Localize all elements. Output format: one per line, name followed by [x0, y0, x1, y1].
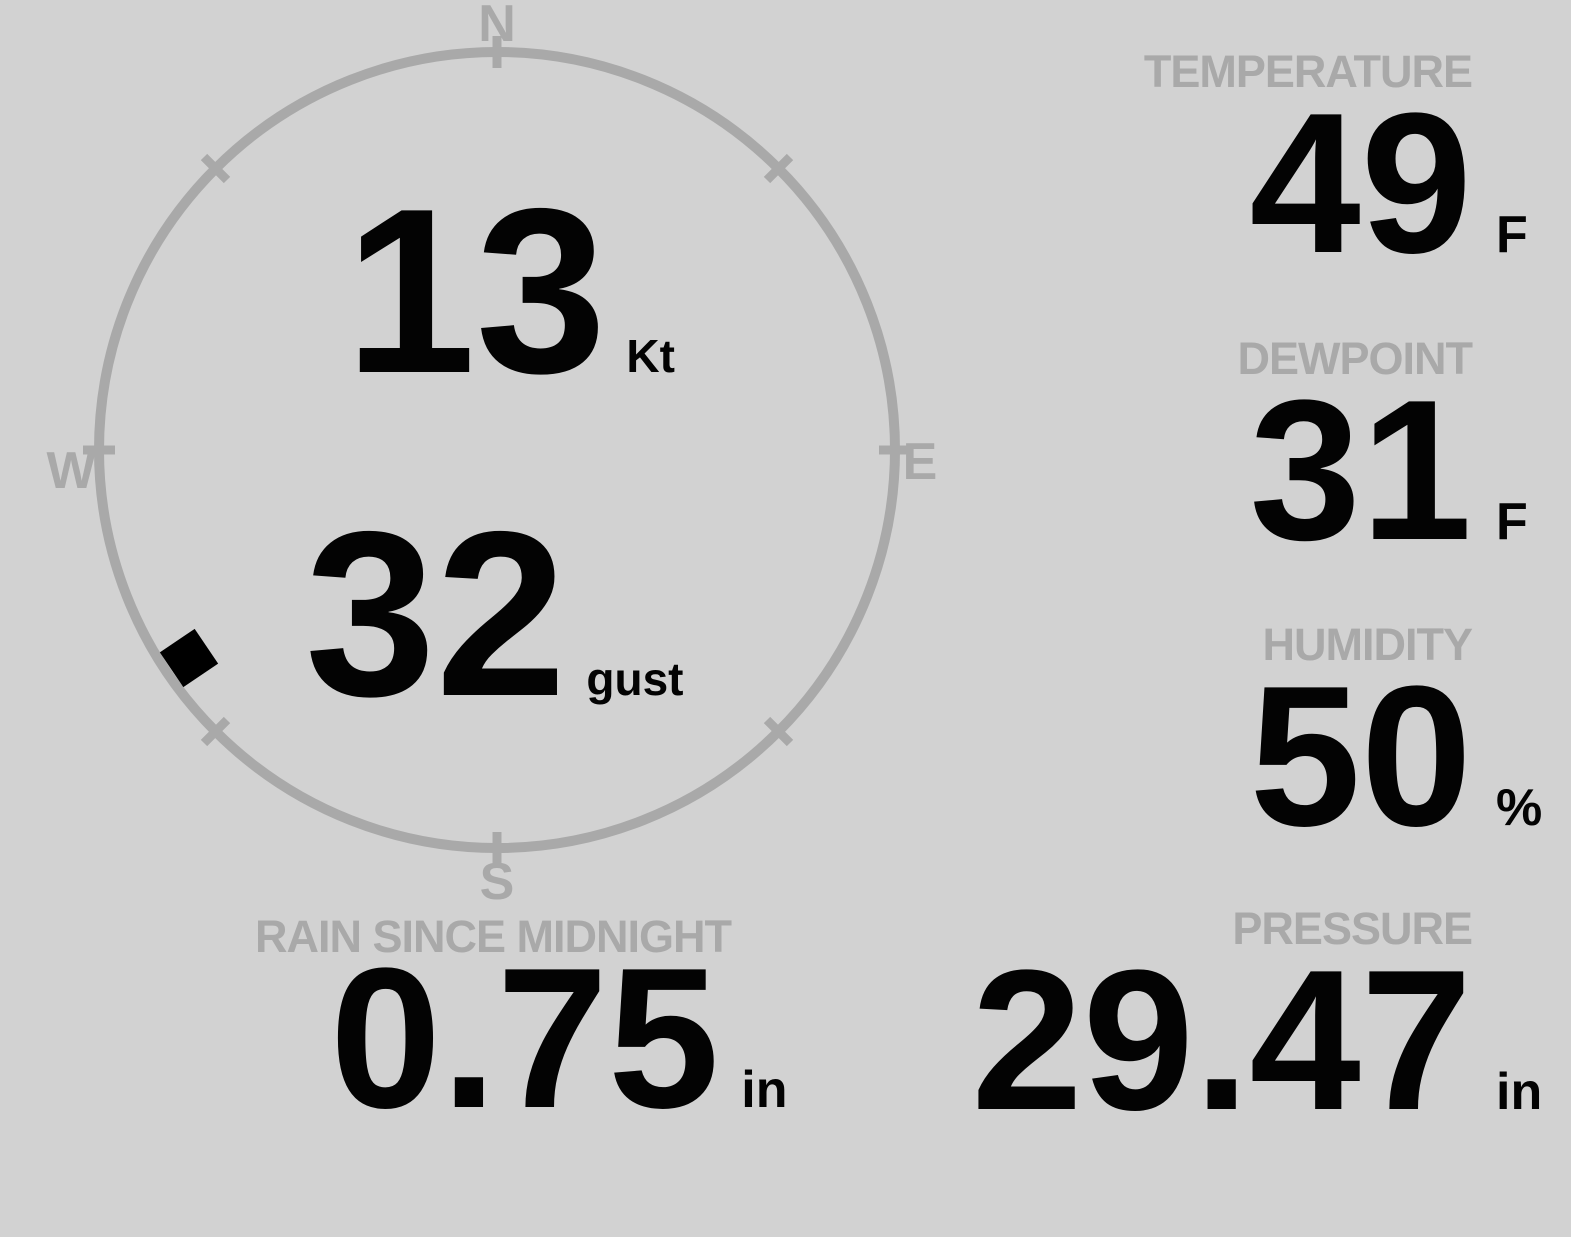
cardinal-west-label: W	[46, 442, 96, 500]
cardinal-south-label: S	[479, 853, 515, 911]
stat-temperature: TEMPERATURE 49 F	[1144, 49, 1534, 284]
temperature-label: TEMPERATURE	[1143, 46, 1473, 97]
humidity-value: 50	[1249, 645, 1472, 868]
rain-unit: in	[741, 1061, 788, 1119]
pressure-label: PRESSURE	[1232, 903, 1473, 954]
wind-gust-unit: gust	[586, 653, 684, 705]
humidity-label: HUMIDITY	[1262, 619, 1474, 670]
pressure-unit: in	[1496, 1063, 1543, 1121]
stat-pressure: PRESSURE 29.47 in	[971, 903, 1543, 1152]
humidity-unit: %	[1496, 779, 1543, 837]
wind-gust-value: 32	[305, 482, 567, 745]
wind-speed-unit: Kt	[626, 330, 675, 382]
temperature-unit: F	[1496, 206, 1528, 264]
wind-gust: 32 gust	[305, 496, 684, 731]
pressure-value: 29.47	[971, 929, 1473, 1152]
cardinal-north-label: N	[478, 0, 516, 53]
temperature-value: 49	[1249, 72, 1472, 295]
stat-humidity: HUMIDITY 50 %	[1249, 619, 1543, 868]
wind-speed: 13 Kt	[345, 173, 675, 408]
compass-ring	[83, 36, 911, 864]
dewpoint-label: DEWPOINT	[1237, 333, 1473, 384]
stat-rain: 0.75 in	[330, 939, 787, 1139]
dewpoint-value: 31	[1249, 359, 1472, 582]
dewpoint-unit: F	[1496, 493, 1528, 551]
rain-label: RAIN SINCE MIDNIGHT	[255, 911, 732, 962]
compass-tick-marks	[83, 36, 911, 864]
stat-dewpoint: DEWPOINT 31 F	[1238, 336, 1535, 571]
rain-value: 0.75	[330, 927, 720, 1150]
cardinal-east-label: E	[902, 433, 938, 491]
wind-speed-value: 13	[345, 159, 607, 422]
